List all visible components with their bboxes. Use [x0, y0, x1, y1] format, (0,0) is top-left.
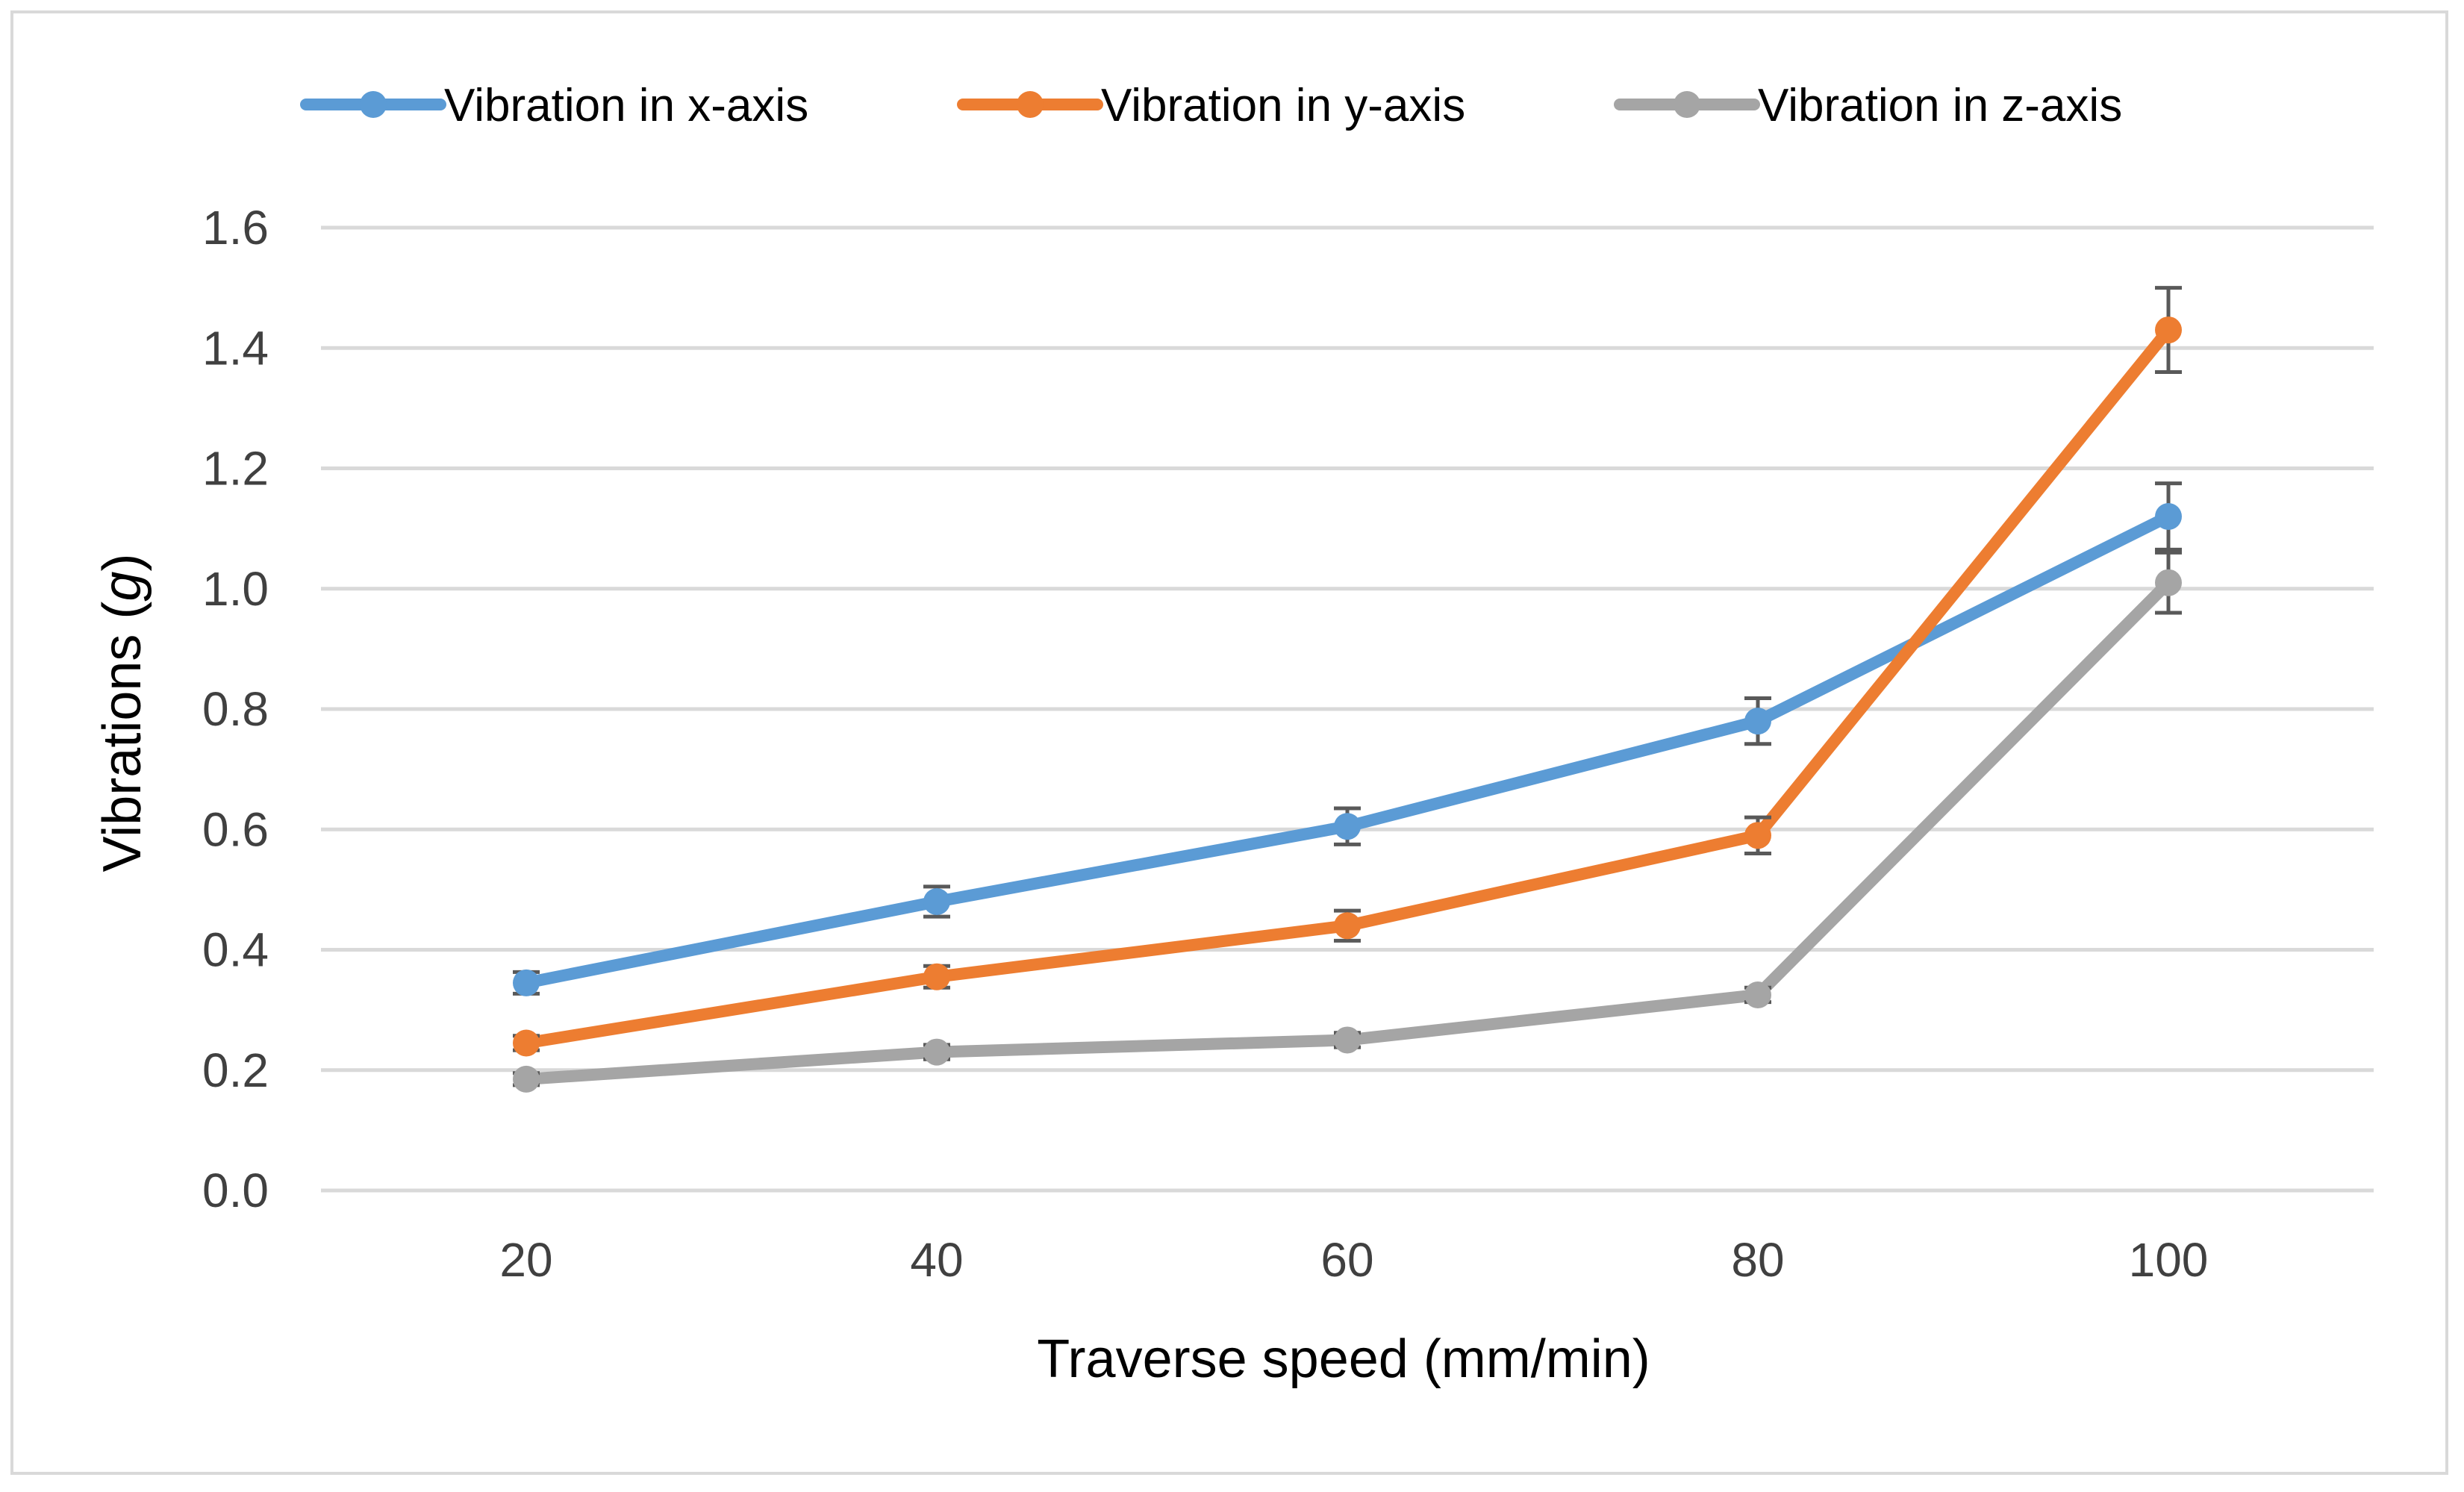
- data-point: [2155, 503, 2182, 530]
- series-1: [513, 481, 2182, 996]
- y-tick-label: 0.0: [202, 1164, 269, 1217]
- data-point: [513, 1065, 540, 1093]
- legend-item-3: Vibration in z-axis: [1614, 80, 2122, 131]
- y-tick-label: 1.0: [202, 562, 269, 616]
- x-tick-label: 80: [1731, 1233, 1784, 1287]
- data-point: [2155, 569, 2182, 596]
- x-tick-label: 40: [910, 1233, 963, 1287]
- legend-swatch-marker: [360, 91, 387, 118]
- y-axis-title-unit: g: [93, 572, 152, 602]
- data-point: [1334, 912, 1361, 940]
- legend-label: Vibration in z-axis: [1758, 80, 2122, 131]
- y-tick-label: 0.6: [202, 802, 269, 856]
- series-2: [513, 286, 2182, 1057]
- y-tick-label: 1.4: [202, 321, 269, 375]
- chart-frame: [10, 10, 2448, 1475]
- y-tick-label: 1.2: [202, 442, 269, 496]
- legend-item-2: Vibration in y-axis: [957, 80, 1465, 131]
- x-tick-label: 100: [2129, 1233, 2209, 1287]
- legend-swatch-marker: [1017, 91, 1044, 118]
- data-point: [2155, 316, 2182, 344]
- series-group: [513, 286, 2182, 1093]
- y-axis-title-main: Vibrations: [93, 634, 152, 873]
- series-3: [513, 550, 2182, 1093]
- data-point: [1334, 1026, 1361, 1054]
- y-axis-title-open: (: [93, 602, 152, 634]
- data-point: [1744, 981, 1771, 1008]
- y-axis-ticks: 0.0 0.2 0.4 0.6 0.8 1.0 1.2 1.4 1.6: [202, 201, 269, 1217]
- y-tick-label: 0.8: [202, 682, 269, 736]
- legend-item-1: Vibration in x-axis: [300, 80, 808, 131]
- data-point: [1334, 813, 1361, 840]
- data-point: [923, 1038, 950, 1066]
- legend-swatch-marker: [1674, 91, 1700, 118]
- y-axis-title: Vibrations (g): [93, 554, 152, 873]
- x-axis-title: Traverse speed (mm/min): [1037, 1329, 1650, 1389]
- data-point: [923, 963, 950, 990]
- y-axis-title-close: ): [93, 554, 152, 572]
- data-point: [513, 1029, 540, 1057]
- legend: Vibration in x-axis Vibration in y-axis Vi…: [300, 80, 2122, 131]
- legend-label: Vibration in y-axis: [1101, 80, 1465, 131]
- data-point: [513, 969, 540, 996]
- data-point: [1744, 708, 1771, 735]
- y-tick-label: 1.6: [202, 201, 269, 255]
- y-tick-label: 0.2: [202, 1043, 269, 1097]
- y-tick-label: 0.4: [202, 923, 269, 977]
- data-point: [1744, 822, 1771, 849]
- data-point: [923, 888, 950, 915]
- legend-label: Vibration in x-axis: [444, 80, 808, 131]
- x-tick-label: 20: [499, 1233, 552, 1287]
- x-axis-ticks: 20 40 60 80 100: [499, 1233, 2208, 1287]
- x-tick-label: 60: [1320, 1233, 1373, 1287]
